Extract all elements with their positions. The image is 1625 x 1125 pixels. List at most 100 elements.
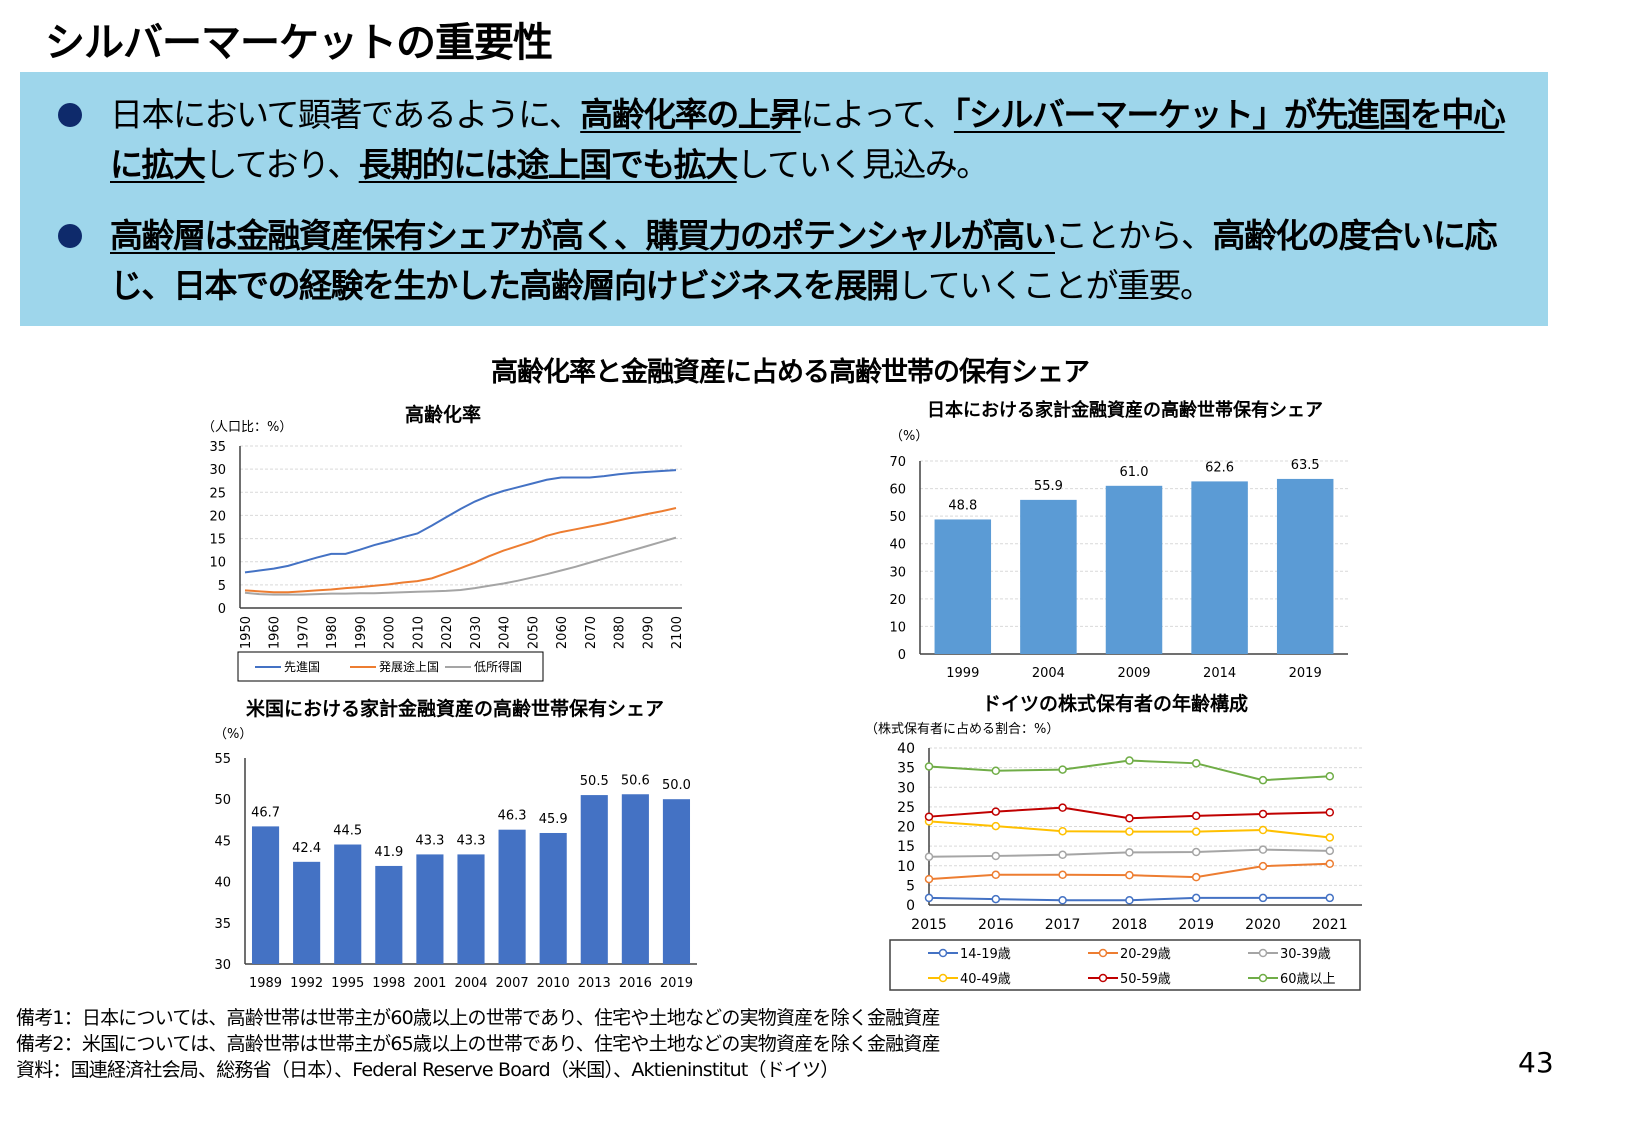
data-point: [991, 766, 1001, 776]
bullet-segment: 「シルバーマーケット」が先進国を中心に拡大: [110, 95, 1506, 184]
data-point: [1191, 759, 1201, 768]
y-tick-label: 10: [897, 859, 915, 875]
data-point: [1191, 827, 1201, 836]
data-label: 50.0: [662, 778, 691, 793]
bar-1989: [251, 826, 280, 964]
y-tick-label: 5: [218, 579, 226, 594]
data-label: 43.3: [415, 833, 444, 848]
x-tick-label: 2004: [1032, 666, 1065, 681]
x-tick-label: 1960: [268, 616, 283, 649]
data-label: 46.7: [251, 805, 280, 820]
chart-japan: 0 10 20 30 40 50 60 70 48.8 1999 55.9 2004 61.0 2009 6…: [889, 455, 1348, 681]
data-point: [1325, 846, 1335, 856]
x-tick-label: 1980: [325, 616, 340, 649]
page-title: シルバーマーケットの重要性: [45, 20, 553, 66]
bar-2010: [539, 832, 567, 964]
bullet-segment: 高齢化の度合いに応じ、日本での経験を生かした高齢層向けビジネスを展開: [110, 216, 1498, 305]
y-tick-label: 40: [214, 876, 231, 891]
data-point: [1125, 896, 1134, 905]
data-point: [1058, 826, 1067, 836]
legend-label: 50-59歳: [1120, 972, 1171, 987]
legend-label: 60歳以上: [1280, 972, 1336, 987]
y-tick-label: 40: [897, 741, 915, 757]
legend-marker: [1258, 973, 1268, 983]
x-tick-label: 2007: [496, 976, 529, 991]
y-tick-label: 40: [889, 538, 906, 553]
bar-2009: [1105, 485, 1163, 654]
x-tick-label: 1998: [372, 976, 405, 991]
data-label: 50.5: [580, 774, 609, 789]
legend-label: 低所得国: [474, 659, 522, 674]
x-tick-label: 2019: [1289, 666, 1322, 681]
data-point: [1258, 809, 1268, 819]
y-tick-label: 20: [897, 820, 915, 836]
bar-2004: [1020, 499, 1077, 654]
bar-2014: [1191, 481, 1248, 654]
x-tick-label: 2020: [440, 616, 455, 649]
x-tick-label: 2070: [584, 616, 599, 649]
x-tick-label: 2014: [1203, 666, 1236, 681]
data-point: [924, 812, 934, 821]
y-tick-label: 0: [898, 648, 906, 663]
data-label: 61.0: [1120, 465, 1149, 480]
legend-label: 20-29歳: [1120, 947, 1171, 962]
legend-label: 40-49歳: [960, 972, 1011, 987]
data-point: [1125, 827, 1134, 836]
footnote-2: 備考2：米国については、高齢世帯は世帯主が65歳以上の世帯であり、住宅や土地など…: [16, 1033, 941, 1055]
y-tick-label: 10: [209, 556, 226, 571]
y-tick-label: 50: [214, 793, 231, 808]
x-tick-label: 2090: [641, 616, 656, 649]
series-line-低所得国: [244, 536, 677, 596]
x-tick-label: 1950: [239, 616, 254, 649]
y-unit-germany: （株式保有者に占める割合：%）: [865, 721, 1059, 737]
bar-2004: [457, 854, 485, 964]
bullet-text: 高齢層は金融資産保有シェアが高く、購買力のポテンシャルが高いことから、高齢化の度…: [110, 211, 1530, 311]
y-tick-label: 0: [218, 602, 226, 617]
bar-1998: [375, 865, 403, 964]
legend-label: 発展途上国: [379, 659, 439, 674]
y-tick-label: 30: [214, 958, 231, 973]
data-point: [1058, 896, 1067, 905]
x-tick-label: 2080: [613, 616, 628, 649]
series-line-先進国: [244, 469, 677, 574]
x-tick-label: 2021: [1312, 917, 1348, 933]
data-point: [1325, 808, 1335, 817]
data-point: [1258, 825, 1268, 835]
y-unit-us: （%）: [214, 727, 252, 742]
series-line-発展途上国: [244, 507, 677, 594]
data-point: [1058, 803, 1067, 812]
x-tick-label: 2009: [1117, 666, 1150, 681]
bullet-segment: 高齢化率の上昇: [580, 95, 802, 134]
data-label: 48.8: [948, 498, 977, 513]
bar-2001: [416, 854, 444, 964]
data-point: [1191, 847, 1201, 857]
bullet-segment: していくことが重要。: [897, 266, 1214, 305]
x-tick-label: 2040: [498, 616, 513, 649]
bar-1999: [934, 519, 992, 654]
x-tick-label: 2004: [454, 976, 487, 991]
data-label: 43.3: [457, 833, 486, 848]
data-label: 41.9: [374, 845, 403, 860]
legend-label: 先進国: [284, 660, 320, 674]
x-tick-label: 2100: [670, 616, 685, 649]
bullet-dot-icon: [58, 224, 82, 248]
data-point: [1325, 859, 1335, 869]
x-tick-label: 2016: [978, 917, 1014, 933]
data-point: [1125, 848, 1134, 857]
y-tick-label: 0: [906, 898, 915, 914]
legend-marker: [1098, 948, 1108, 958]
bullet-segment: によって、: [800, 95, 956, 134]
data-point: [924, 874, 934, 884]
data-point: [1191, 893, 1201, 903]
x-tick-label: 1970: [296, 616, 311, 649]
data-label: 45.9: [539, 812, 568, 827]
x-tick-label: 2010: [411, 616, 426, 649]
x-tick-label: 2018: [1112, 917, 1148, 933]
data-label: 55.9: [1034, 479, 1063, 494]
y-unit-japan: （%）: [890, 429, 928, 444]
data-point: [1258, 845, 1268, 854]
x-tick-label: 2019: [660, 976, 693, 991]
y-tick-label: 25: [897, 800, 915, 816]
chart-germany: 0 5 10 15 20 25 30 35 40 2015 2016 2017 2018 2019 2020…: [889, 741, 1362, 991]
bullet-segment: 日本において顕著であるように、: [110, 95, 582, 134]
